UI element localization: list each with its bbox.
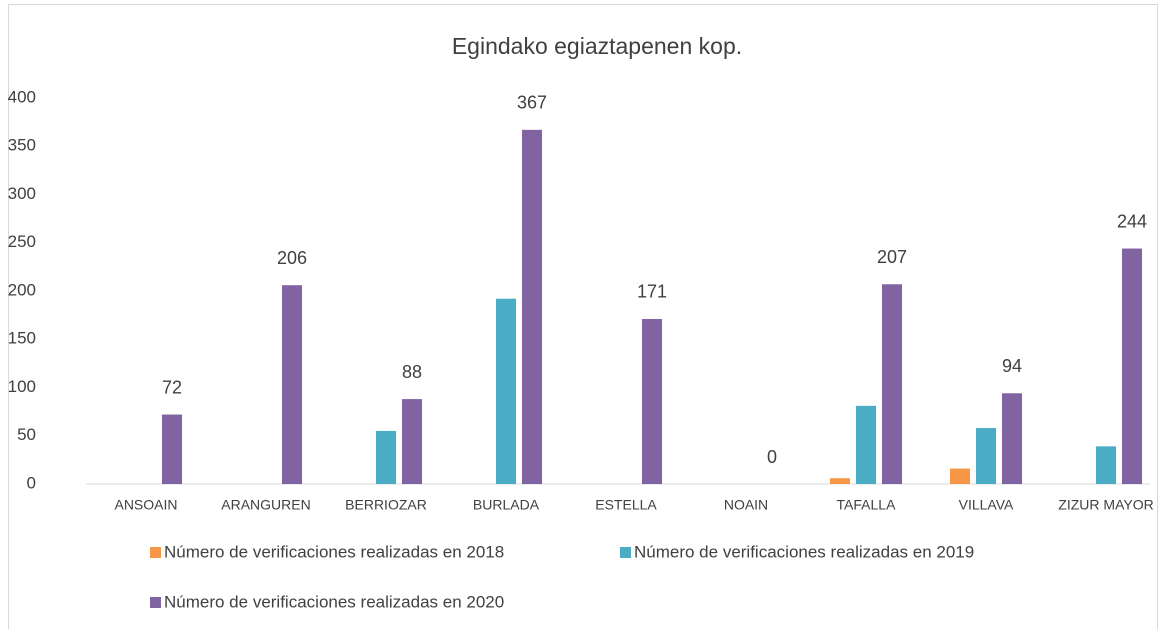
chart-title: Egindako egiaztapenen kop. <box>452 33 742 59</box>
chart-frame <box>8 4 1158 634</box>
data-label: 207 <box>877 247 907 267</box>
x-tick-label: BERRIOZAR <box>345 497 427 513</box>
x-tick-label: VILLAVA <box>959 497 1014 513</box>
x-tick-label: ESTELLA <box>595 497 657 513</box>
legend-label: Número de verificaciones realizadas en 2… <box>634 542 974 561</box>
bar <box>496 298 516 484</box>
bar <box>376 430 396 484</box>
bar <box>162 414 182 484</box>
bar <box>522 129 542 484</box>
bar <box>856 405 876 484</box>
y-tick-label: 200 <box>8 280 36 299</box>
data-label: 72 <box>162 377 182 397</box>
bar <box>282 285 302 484</box>
y-tick-label: 400 <box>8 87 36 106</box>
x-tick-label: BURLADA <box>473 497 540 513</box>
y-tick-label: 100 <box>8 377 36 396</box>
data-label: 0 <box>767 447 777 467</box>
bar <box>1122 248 1142 484</box>
y-tick-label: 50 <box>17 425 36 444</box>
bar <box>1002 393 1022 484</box>
bar <box>830 478 850 484</box>
y-tick-label: 300 <box>8 184 36 203</box>
x-tick-label: TAFALLA <box>837 497 897 513</box>
legend-swatch <box>150 597 161 608</box>
data-label: 367 <box>517 93 547 113</box>
x-tick-label: ANSOAIN <box>114 497 177 513</box>
legend-label: Número de verificaciones realizadas en 2… <box>164 542 504 561</box>
bar <box>976 428 996 484</box>
legend-swatch <box>150 547 161 558</box>
y-tick-label: 0 <box>27 473 36 492</box>
data-label: 94 <box>1002 356 1022 376</box>
y-tick-label: 150 <box>8 329 36 348</box>
legend-swatch <box>620 547 631 558</box>
x-tick-label: ARANGUREN <box>221 497 310 513</box>
bar <box>950 468 970 484</box>
data-label: 206 <box>277 248 307 268</box>
x-tick-label: NOAIN <box>724 497 768 513</box>
bar <box>1096 446 1116 484</box>
y-tick-label: 250 <box>8 232 36 251</box>
data-label: 88 <box>402 362 422 382</box>
data-label: 244 <box>1117 211 1147 231</box>
bar <box>642 318 662 484</box>
legend-label: Número de verificaciones realizadas en 2… <box>164 592 504 611</box>
bar <box>402 399 422 484</box>
x-tick-label: ZIZUR MAYOR <box>1058 497 1153 513</box>
y-tick-label: 350 <box>8 136 36 155</box>
data-label: 171 <box>637 282 667 302</box>
bar <box>882 284 902 484</box>
